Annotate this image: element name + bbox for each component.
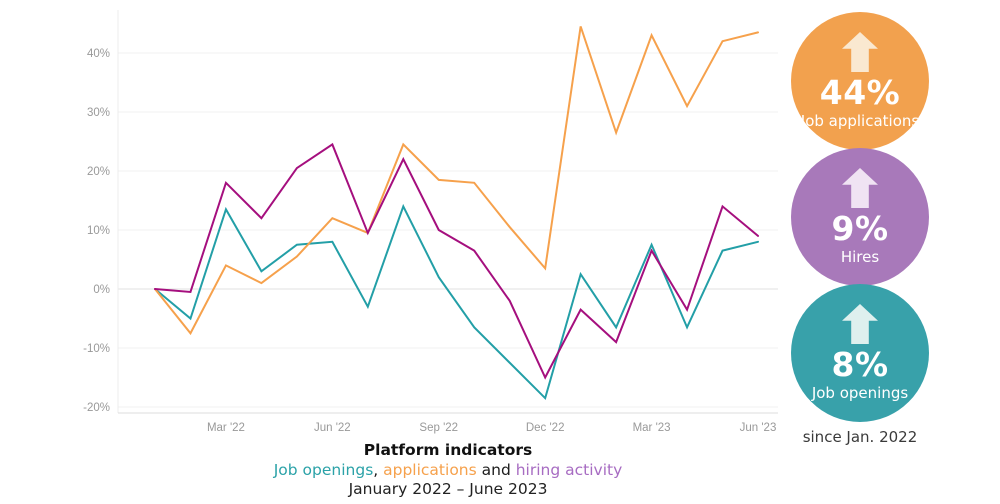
series-line-hiring-activity [154,142,759,380]
up-arrow-icon [842,168,878,209]
legend-text-part: hiring activity [515,460,623,479]
chart-subtitle-legend: Job openings, applications and hiring ac… [148,461,748,480]
badge-label: Job applications [800,111,920,130]
series-line-job-openings [154,203,759,401]
chart-title: Platform indicators [363,441,533,459]
y-axis-tick-label: -10% [83,343,110,355]
badge-job-applications: 44% Job applications [791,12,929,150]
up-arrow-icon [842,304,878,345]
y-axis-tick-label: 10% [87,225,110,237]
chart-caption: Platform indicators Job openings, applic… [148,441,748,499]
badge-value: 44% [819,73,901,113]
x-axis-tick-label: Jun '23 [740,422,777,434]
x-axis-tick-label: Mar '23 [633,422,671,434]
badge-value: 8% [831,345,889,385]
badge-label: Hires [840,247,880,266]
y-axis-tick-label: 40% [87,48,110,60]
badge-label: Job openings [811,383,909,402]
y-axis-tick-label: -20% [83,402,110,414]
chart-date-range: January 2022 – June 2023 [348,480,548,499]
legend-text-part: and [476,460,516,479]
y-axis-tick-label: 30% [87,107,110,119]
x-axis-tick-label: Sep '22 [419,422,458,434]
x-axis-tick-label: Dec '22 [526,422,565,434]
legend-text-part: , [373,460,384,479]
badge-value: 9% [831,209,889,249]
badge-hires: 9% Hires [791,148,929,286]
badge-job-openings: 8% Job openings [791,284,929,422]
y-axis-tick-label: 20% [87,166,110,178]
since-date-footnote: since Jan. 2022 [802,428,918,446]
series-line-applications [154,26,759,336]
up-arrow-icon [842,32,878,73]
y-axis-tick-label: 0% [93,284,110,296]
x-axis-tick-label: Jun '22 [314,422,351,434]
legend-text-part: Job openings [273,460,374,479]
legend-text-part: applications [383,460,477,479]
x-axis-tick-label: Mar '22 [207,422,245,434]
